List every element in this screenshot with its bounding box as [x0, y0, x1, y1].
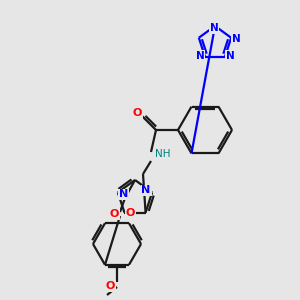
- Text: O: O: [132, 108, 142, 118]
- Text: N: N: [119, 189, 128, 200]
- Text: N: N: [210, 23, 218, 33]
- Text: N: N: [226, 51, 234, 61]
- Text: N: N: [142, 185, 151, 195]
- Text: O: O: [126, 208, 135, 218]
- Text: O: O: [109, 209, 119, 219]
- Text: N: N: [232, 34, 241, 44]
- Text: NH: NH: [155, 149, 171, 159]
- Text: O: O: [105, 281, 115, 291]
- Text: N: N: [196, 51, 204, 61]
